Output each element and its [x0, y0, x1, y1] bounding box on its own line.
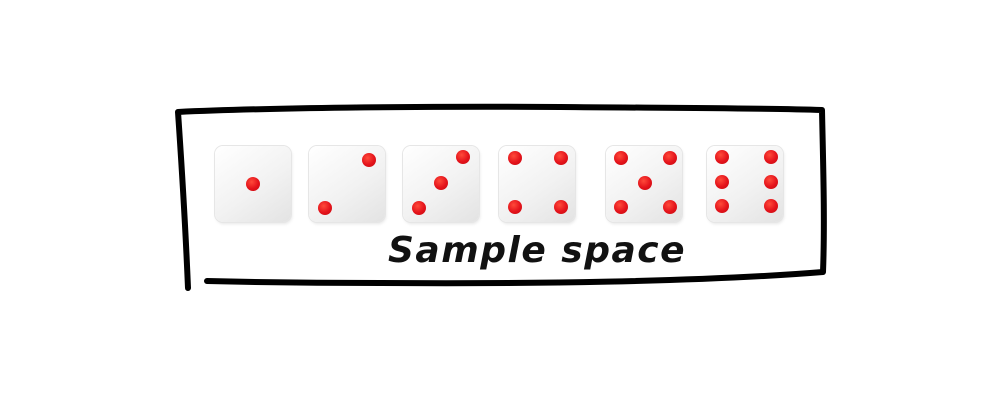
pip [715, 199, 729, 213]
pip [554, 200, 568, 214]
die-face-3 [403, 146, 479, 222]
pip [764, 175, 778, 189]
die-face-5 [606, 146, 682, 222]
pip [318, 201, 332, 215]
pip [508, 200, 522, 214]
pip [614, 151, 628, 165]
pip [638, 176, 652, 190]
die-face-1 [215, 146, 291, 222]
pip [412, 201, 426, 215]
pip [715, 150, 729, 164]
pip [362, 153, 376, 167]
pip [246, 177, 260, 191]
pip [663, 200, 677, 214]
pip [715, 175, 729, 189]
pip [554, 151, 568, 165]
die-face-6 [707, 146, 783, 222]
die-face-2 [309, 146, 385, 222]
pip [663, 151, 677, 165]
pip [764, 199, 778, 213]
pip [508, 151, 522, 165]
pip [456, 150, 470, 164]
pip [434, 176, 448, 190]
pip [764, 150, 778, 164]
die-face-4 [499, 146, 575, 222]
sample-space-caption: Sample space [388, 230, 687, 271]
pip [614, 200, 628, 214]
